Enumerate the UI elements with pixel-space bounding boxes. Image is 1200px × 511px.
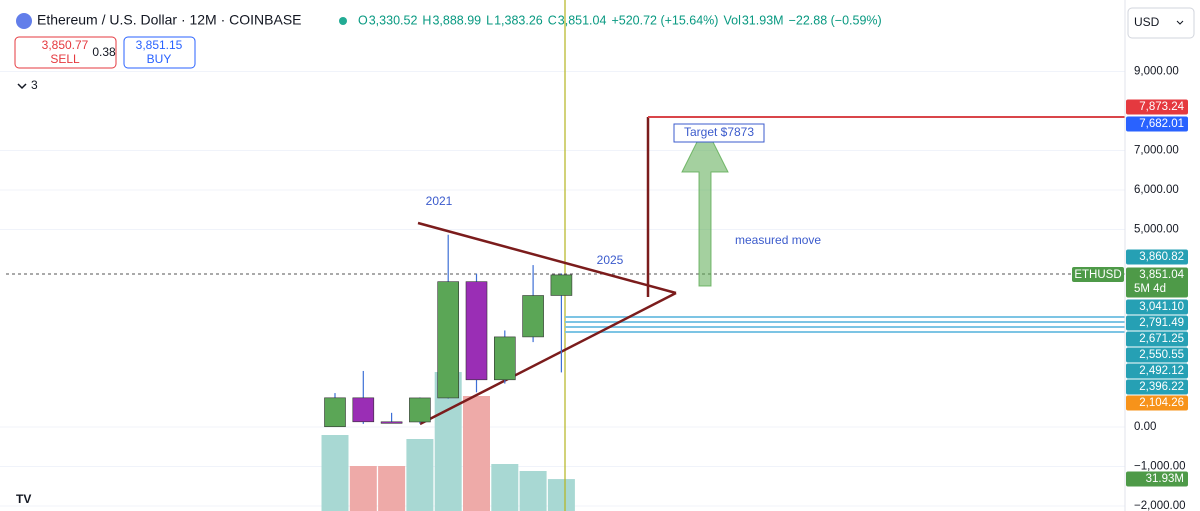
volume-bar xyxy=(491,464,519,511)
candle-body xyxy=(352,397,375,423)
candle-body xyxy=(409,397,431,423)
y-tick-label: 9,000.00 xyxy=(1134,66,1179,78)
ohlc-c: 3,851.04 xyxy=(558,13,607,27)
ohlc-c-key: C xyxy=(548,13,557,27)
price-tag xyxy=(1126,331,1188,347)
volume-bar xyxy=(321,435,349,511)
y-tick-label: 5,000.00 xyxy=(1134,224,1179,236)
price-tag xyxy=(1126,267,1188,298)
ohlc-vol: 31.93M xyxy=(742,13,784,27)
price-tag-text: 2,396.22 xyxy=(1139,381,1184,393)
y-tick-label: −2,000.00 xyxy=(1134,500,1185,511)
y-tick-label: −1,000.00 xyxy=(1134,461,1185,473)
price-tag xyxy=(1126,363,1188,379)
symbol-tag-text: ETHUSD xyxy=(1074,269,1121,281)
currency-select[interactable] xyxy=(1127,7,1195,39)
spread: 0.38 xyxy=(92,45,116,59)
price-tag xyxy=(1126,395,1188,411)
candle-body xyxy=(324,397,346,428)
candle-body xyxy=(522,295,544,338)
countdown: 5M 4d xyxy=(1134,283,1166,295)
price-tag xyxy=(1126,249,1188,265)
candle-body xyxy=(437,281,460,399)
volume-bar xyxy=(378,466,406,511)
buy-label: BUY xyxy=(147,52,172,66)
price-tag xyxy=(1126,299,1188,315)
y-tick-label: 6,000.00 xyxy=(1134,184,1179,196)
candle-body xyxy=(493,336,516,381)
sell-label: SELL xyxy=(50,52,80,66)
coin-icon xyxy=(16,13,32,29)
symbol-title[interactable]: Ethereum / U.S. Dollar · 12M · COINBASE xyxy=(37,12,302,28)
ohlc-change: +520.72 (+15.64%) xyxy=(611,13,718,27)
candle-body xyxy=(380,421,403,424)
y-tick-label: 0.00 xyxy=(1134,421,1156,433)
symbol-tag xyxy=(1072,267,1124,282)
ohlc-o: 3,330.52 xyxy=(369,13,418,27)
price-tag-text: 3,041.10 xyxy=(1139,301,1184,313)
annotation: 2025 xyxy=(597,253,624,267)
ohlc-legend: O 3,330.52 H 3,888.99 L 1,383.26 C 3,851.04 +520… xyxy=(358,13,882,27)
price-tag-text: 2,550.55 xyxy=(1139,349,1184,361)
annotation-box xyxy=(673,123,765,143)
dropdown-icon xyxy=(1176,20,1184,25)
candle-body xyxy=(465,281,488,381)
ohlc-o-key: O xyxy=(358,13,368,27)
price-tag xyxy=(1126,347,1188,363)
drawings xyxy=(6,0,1125,511)
annotation: measured move xyxy=(735,233,821,247)
sell-button[interactable] xyxy=(14,36,117,69)
collapse-icon[interactable] xyxy=(17,83,27,90)
volume-bar xyxy=(349,466,377,511)
y-tick-label: 7,000.00 xyxy=(1134,145,1179,157)
price-tag xyxy=(1126,99,1188,115)
price-tag-text: 2,671.25 xyxy=(1139,333,1184,345)
price-tag xyxy=(1126,116,1188,132)
indicator-count[interactable]: 3 xyxy=(31,78,38,92)
annotation: 2021 xyxy=(426,194,453,208)
trendline xyxy=(419,291,677,426)
volume-bar xyxy=(406,439,434,511)
ohlc-h-key: H xyxy=(422,13,431,27)
arrow xyxy=(681,124,729,287)
price-tag xyxy=(1126,315,1188,331)
sell-price: 3,850.77 xyxy=(42,38,89,52)
price-tag-text: 7,873.24 xyxy=(1139,101,1184,113)
volume-bar xyxy=(463,396,490,511)
ohlc-vol-key: Vol xyxy=(723,13,740,27)
annotation: Target $7873 xyxy=(684,125,754,139)
volume-bar xyxy=(519,471,547,511)
ohlc-l-key: L xyxy=(486,13,493,27)
candle-body xyxy=(550,274,573,296)
volume-bar xyxy=(547,479,575,511)
ohlc-l: 1,383.26 xyxy=(494,13,543,27)
price-tag xyxy=(1126,471,1188,487)
ohlc-vol-change: −22.88 (−0.59%) xyxy=(789,13,882,27)
ohlc-h: 3,888.99 xyxy=(432,13,481,27)
price-tag-text: 7,682.01 xyxy=(1139,118,1184,130)
market-status xyxy=(339,17,347,25)
price-tag xyxy=(1126,379,1188,395)
price-tag-text: 2,791.49 xyxy=(1139,317,1184,329)
price-tag-text: 31.93M xyxy=(1146,473,1184,485)
price-tag-text: 3,851.04 xyxy=(1139,269,1184,281)
price-tag-text: 3,860.82 xyxy=(1139,251,1184,263)
logo: TV xyxy=(16,492,31,506)
buy-price: 3,851.15 xyxy=(136,38,183,52)
buy-button[interactable] xyxy=(123,36,196,69)
price-tag-text: 2,104.26 xyxy=(1139,397,1184,409)
price-tag-text: 2,492.12 xyxy=(1139,365,1184,377)
trendline xyxy=(417,221,677,295)
currency: USD xyxy=(1134,15,1160,29)
